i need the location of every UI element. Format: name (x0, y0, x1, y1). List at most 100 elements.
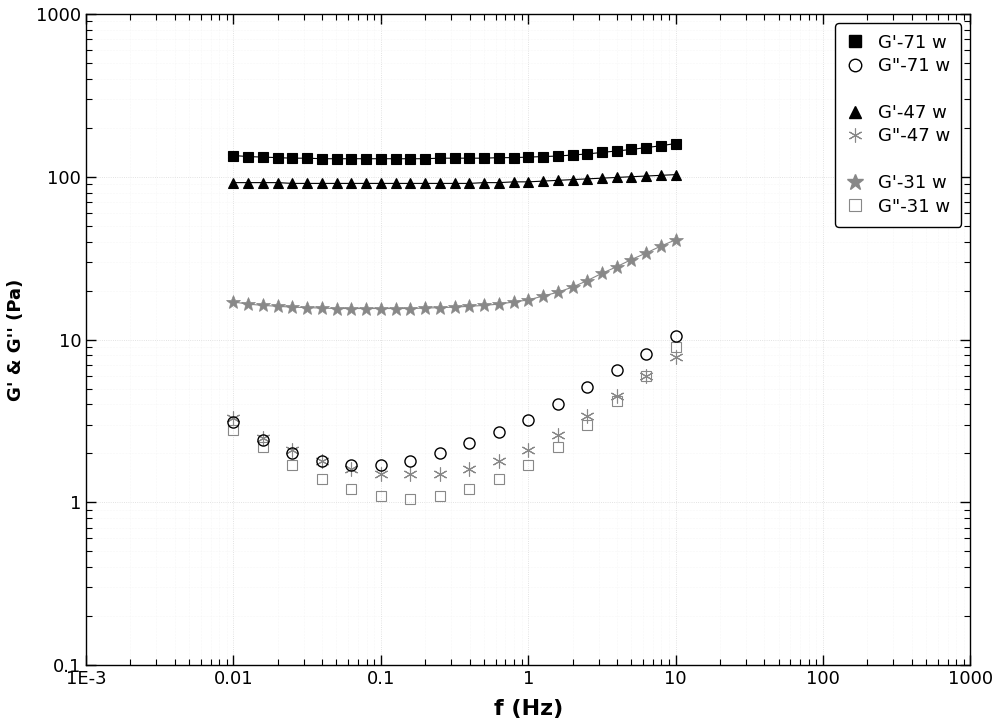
G"-47 w (611, 391, 623, 400)
G'-47 w (242, 179, 254, 187)
G'-31 w (331, 304, 343, 313)
G"-31 w (611, 396, 623, 405)
G'-31 w (493, 300, 505, 309)
G'-31 w (434, 303, 446, 312)
G'-31 w (508, 298, 520, 306)
G'-47 w (301, 179, 313, 188)
G'-71 w (478, 154, 490, 163)
G"-47 w (640, 371, 652, 380)
G'-47 w (463, 179, 475, 188)
G"-71 w (404, 457, 416, 465)
G'-47 w (625, 172, 637, 181)
G'-71 w (301, 154, 313, 163)
G"-31 w (286, 460, 298, 469)
G'-71 w (242, 152, 254, 161)
G"-47 w (375, 469, 387, 478)
G'-47 w (360, 179, 372, 188)
G'-31 w (242, 300, 254, 309)
G"-47 w (257, 433, 269, 442)
G"-31 w (493, 474, 505, 483)
G'-31 w (463, 302, 475, 311)
G'-71 w (419, 155, 431, 163)
G'-47 w (596, 174, 608, 182)
G"-47 w (581, 412, 593, 420)
G'-31 w (670, 235, 682, 244)
G"-31 w (434, 492, 446, 500)
G'-71 w (581, 150, 593, 158)
G'-31 w (640, 248, 652, 257)
G"-71 w (670, 332, 682, 340)
G'-71 w (449, 154, 461, 163)
Y-axis label: G' & G'' (Pa): G' & G'' (Pa) (7, 278, 25, 401)
G"-31 w (227, 425, 239, 434)
G'-47 w (419, 179, 431, 188)
G"-47 w (463, 465, 475, 473)
X-axis label: f (Hz): f (Hz) (494, 699, 563, 719)
G'-47 w (227, 179, 239, 187)
G'-47 w (567, 175, 579, 184)
G'-31 w (449, 303, 461, 311)
G'-31 w (257, 301, 269, 310)
Legend: G'-71 w, G"-71 w, , G'-47 w, G"-47 w, , G'-31 w, G"-31 w: G'-71 w, G"-71 w, , G'-47 w, G"-47 w, , … (835, 23, 961, 227)
G'-31 w (625, 255, 637, 264)
G'-47 w (434, 179, 446, 188)
G"-31 w (670, 343, 682, 351)
G'-31 w (596, 269, 608, 277)
G"-47 w (404, 469, 416, 478)
G"-71 w (640, 349, 652, 358)
G'-31 w (567, 282, 579, 291)
G'-47 w (375, 179, 387, 188)
G'-71 w (625, 145, 637, 154)
G'-71 w (316, 155, 328, 163)
G'-71 w (227, 151, 239, 160)
G"-31 w (404, 494, 416, 503)
G'-71 w (655, 142, 667, 150)
G'-31 w (316, 303, 328, 312)
G'-31 w (655, 242, 667, 250)
G"-71 w (552, 400, 564, 409)
G'-31 w (552, 288, 564, 297)
G"-31 w (463, 485, 475, 494)
G"-71 w (286, 449, 298, 457)
G"-71 w (434, 449, 446, 457)
G'-31 w (537, 292, 549, 301)
G'-31 w (478, 301, 490, 310)
G"-71 w (316, 457, 328, 465)
G"-31 w (257, 442, 269, 451)
G"-31 w (345, 485, 357, 494)
G"-71 w (611, 366, 623, 375)
G'-31 w (227, 298, 239, 306)
G'-47 w (670, 171, 682, 179)
G"-47 w (670, 353, 682, 362)
Line: G"-31 w: G"-31 w (229, 342, 681, 504)
G'-47 w (508, 177, 520, 186)
G'-47 w (655, 171, 667, 180)
Line: G"-71 w: G"-71 w (228, 330, 681, 470)
G'-71 w (345, 155, 357, 163)
G'-47 w (257, 179, 269, 187)
G'-31 w (390, 304, 402, 313)
G'-31 w (345, 304, 357, 313)
G'-47 w (611, 173, 623, 182)
Line: G'-47 w: G'-47 w (229, 170, 681, 188)
G"-47 w (434, 469, 446, 478)
G'-47 w (272, 179, 284, 187)
G'-31 w (611, 262, 623, 271)
G'-31 w (286, 303, 298, 311)
G'-71 w (552, 152, 564, 160)
G'-47 w (316, 179, 328, 188)
G"-47 w (493, 457, 505, 465)
G'-47 w (404, 179, 416, 188)
Line: G'-31 w: G'-31 w (227, 233, 683, 316)
G"-31 w (552, 442, 564, 451)
G'-71 w (596, 148, 608, 157)
G'-71 w (404, 155, 416, 163)
G"-71 w (522, 416, 534, 425)
G'-47 w (286, 179, 298, 188)
G"-47 w (227, 414, 239, 423)
G'-71 w (390, 155, 402, 163)
G"-71 w (375, 460, 387, 469)
G'-47 w (478, 179, 490, 187)
G"-31 w (640, 371, 652, 380)
G'-71 w (522, 152, 534, 161)
